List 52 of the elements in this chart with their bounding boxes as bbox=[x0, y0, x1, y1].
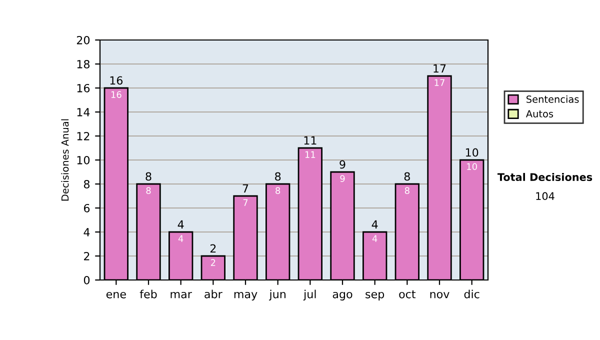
data-label: 8 bbox=[404, 187, 410, 194]
total-label: 16 bbox=[110, 76, 123, 85]
total-label: 11 bbox=[304, 136, 316, 144]
x-tick-label: may bbox=[234, 292, 258, 300]
y-tick-label: 16 bbox=[77, 84, 90, 92]
y-tick-label: 14 bbox=[77, 108, 90, 116]
y-tick-label: 0 bbox=[84, 276, 90, 284]
total-label: 8 bbox=[146, 172, 152, 181]
data-label: 7 bbox=[243, 199, 248, 206]
total-label: 4 bbox=[178, 220, 184, 228]
y-tick-label: 4 bbox=[84, 228, 90, 236]
text: Total Decisiones bbox=[497, 172, 592, 182]
y-tick-label: 2 bbox=[84, 252, 90, 260]
legend-label: Sentencias bbox=[526, 95, 579, 103]
legend-label: Autos bbox=[526, 110, 554, 118]
total-label: 9 bbox=[340, 160, 346, 169]
y-tick-label: 20 bbox=[76, 36, 90, 44]
y-tick-label: 10 bbox=[77, 156, 90, 164]
data-label: 11 bbox=[305, 151, 316, 158]
x-tick-label: nov bbox=[430, 292, 450, 298]
y-tick-label: 8 bbox=[84, 180, 90, 188]
data-label: 10 bbox=[467, 163, 477, 170]
x-tick-label: sep bbox=[366, 292, 384, 300]
x-tick-label: abr bbox=[204, 290, 222, 298]
x-tick-label: ago bbox=[332, 292, 352, 300]
x-tick-label: jul bbox=[303, 290, 316, 300]
total-label: 8 bbox=[275, 172, 281, 181]
total-label: 17 bbox=[434, 64, 446, 72]
data-label: 8 bbox=[146, 187, 151, 194]
x-tick-label: mar bbox=[170, 292, 192, 298]
total-label: 8 bbox=[404, 172, 410, 181]
y-tick-label: 18 bbox=[77, 60, 90, 68]
y-tick-label: 12 bbox=[77, 132, 90, 140]
data-label: 16 bbox=[111, 91, 122, 98]
total-label: 2 bbox=[210, 244, 216, 252]
data-label: 8 bbox=[276, 187, 280, 194]
total-label: 4 bbox=[372, 220, 378, 228]
x-tick-label: ene bbox=[106, 292, 126, 298]
data-label: 9 bbox=[340, 175, 345, 182]
total-label: 7 bbox=[242, 184, 248, 192]
y-tick-label: 6 bbox=[84, 204, 90, 212]
data-label: 4 bbox=[372, 235, 378, 242]
total-label: 10 bbox=[466, 148, 478, 157]
data-label: 2 bbox=[210, 259, 216, 266]
data-label: 4 bbox=[178, 235, 184, 242]
data-label: 17 bbox=[434, 79, 444, 86]
x-tick-label: jun bbox=[269, 290, 286, 300]
text: 104 bbox=[536, 192, 554, 200]
x-tick-label: feb bbox=[140, 290, 157, 298]
x-tick-label: dic bbox=[464, 290, 480, 298]
x-tick-label: oct bbox=[399, 290, 416, 298]
y-axis-title: Decisiones Anual bbox=[61, 119, 69, 201]
